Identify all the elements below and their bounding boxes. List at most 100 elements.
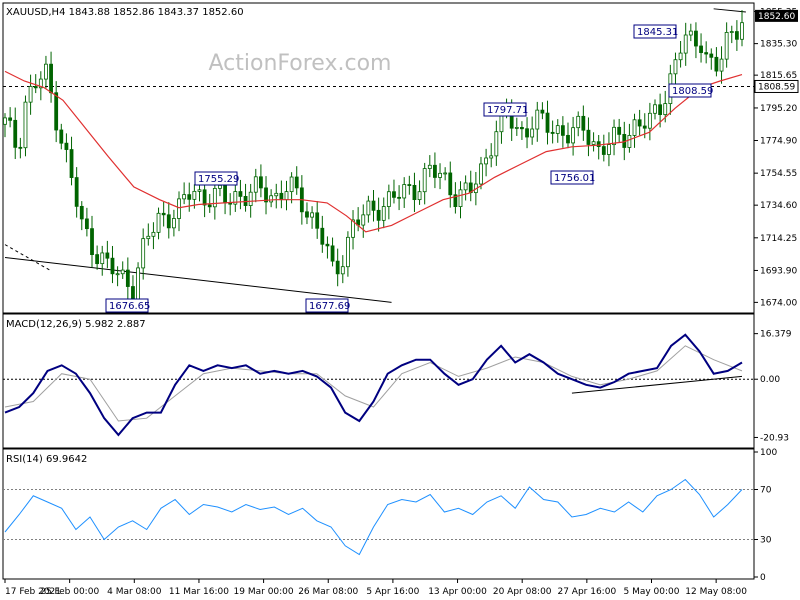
candle-body — [729, 31, 734, 33]
price-annotation-label: 1756.01 — [554, 173, 595, 184]
price-ytick-label: 1714.25 — [760, 234, 797, 244]
candle-body — [202, 189, 207, 206]
price-trendline — [4, 244, 51, 271]
price-annotation-label: 1797.71 — [487, 105, 528, 116]
candle-body — [555, 125, 560, 134]
candle-body — [136, 267, 140, 300]
price-annotation-box — [194, 171, 238, 186]
candle-body — [151, 231, 156, 237]
candle-body — [84, 218, 89, 230]
candle-body — [141, 238, 146, 269]
candle-body — [438, 172, 442, 178]
candle-body — [320, 227, 325, 245]
x-tick-label: 19 Mar 00:00 — [234, 587, 294, 597]
candle-body — [54, 92, 59, 131]
price-annotation-label: 1808.59 — [672, 86, 713, 97]
x-tick-label: 11 Mar 16:00 — [169, 587, 229, 597]
candle-body — [402, 184, 407, 199]
candle-body — [8, 117, 13, 121]
candle-body — [361, 214, 366, 226]
candle-body — [259, 176, 263, 189]
candle-body — [591, 141, 596, 145]
rsi-ytick-label: 70 — [760, 486, 772, 496]
x-tick-label: 17 Feb 2021 — [5, 587, 61, 597]
candle-body — [586, 129, 591, 145]
candle-body — [105, 252, 110, 259]
candle-body — [709, 53, 714, 58]
candle-body — [28, 86, 33, 103]
candle-body — [100, 252, 105, 265]
candle-body — [23, 101, 28, 149]
candle-body — [566, 134, 570, 144]
candle-body — [49, 63, 53, 94]
candle-body — [397, 196, 401, 199]
candle-body — [284, 191, 289, 201]
price-ytick-label: 1734.60 — [760, 201, 797, 211]
candle-body — [325, 243, 330, 247]
price-annotation-box — [483, 102, 527, 117]
candle-body — [734, 31, 739, 40]
candle-body — [371, 200, 376, 211]
candle-body — [33, 86, 38, 89]
candle-body — [279, 192, 284, 201]
candle-body — [417, 191, 422, 201]
candle-body — [253, 176, 258, 193]
candle-body — [64, 142, 69, 150]
macd-ytick-label: 0.00 — [760, 375, 780, 385]
x-tick-label: 4 Mar 08:00 — [107, 587, 162, 597]
candle-body — [381, 206, 386, 221]
candle-body — [74, 177, 79, 207]
candle-body — [351, 219, 355, 238]
candle-body — [289, 176, 294, 193]
price-ytick-label: 1795.20 — [760, 104, 797, 114]
current-price-label: 1852.60 — [758, 12, 795, 22]
candle-body — [576, 115, 581, 129]
macd-panel — [2, 313, 755, 449]
price-annotation-box — [550, 170, 594, 185]
price-header: XAUUSD,H4 1843.88 1852.86 1843.37 1852.6… — [6, 7, 244, 18]
candle-body — [182, 194, 187, 200]
candle-body — [571, 127, 576, 144]
price-ytick-label: 1835.30 — [760, 40, 797, 50]
candle-body — [714, 56, 719, 72]
candle-body — [433, 164, 437, 178]
rsi-line — [4, 478, 743, 556]
level-price-box — [754, 79, 799, 93]
candle-body — [535, 109, 540, 130]
price-annotation-label: 1755.29 — [198, 174, 239, 185]
macd-ytick-label: -20.93 — [760, 433, 789, 443]
candle-body — [248, 191, 253, 206]
candle-body — [637, 119, 642, 127]
candle-body — [238, 191, 243, 197]
candle-body — [653, 104, 657, 114]
price-ytick-label: 1754.55 — [760, 169, 797, 179]
candle-body — [13, 119, 18, 148]
price-trendline — [4, 256, 392, 303]
candle-body — [330, 245, 335, 262]
candle-body — [596, 141, 601, 147]
price-layer: 1855.351835.301815.651795.201774.901754.… — [3, 7, 799, 313]
candle-body — [223, 184, 227, 204]
candle-body — [3, 117, 7, 125]
candle-body — [581, 115, 586, 131]
price-annotation-box — [305, 298, 349, 313]
candle-body — [520, 127, 524, 130]
moving-average-line — [4, 70, 743, 233]
candle-body — [90, 228, 94, 256]
candle-body — [335, 260, 340, 275]
candle-body — [125, 269, 130, 287]
candle-body — [489, 155, 494, 159]
candle-body — [719, 58, 724, 72]
price-annotation-label: 1676.65 — [109, 301, 150, 312]
price-panel — [2, 2, 755, 314]
candle-body — [663, 103, 668, 116]
candle-body — [161, 212, 166, 216]
candle-body — [448, 172, 453, 196]
macd-signal-line — [4, 345, 743, 422]
x-tick-label: 26 Mar 08:00 — [298, 587, 358, 597]
candle-body — [407, 184, 412, 186]
rsi-header: RSI(14) 69.9642 — [6, 454, 87, 465]
candle-body — [612, 126, 616, 146]
candle-body — [443, 172, 448, 175]
